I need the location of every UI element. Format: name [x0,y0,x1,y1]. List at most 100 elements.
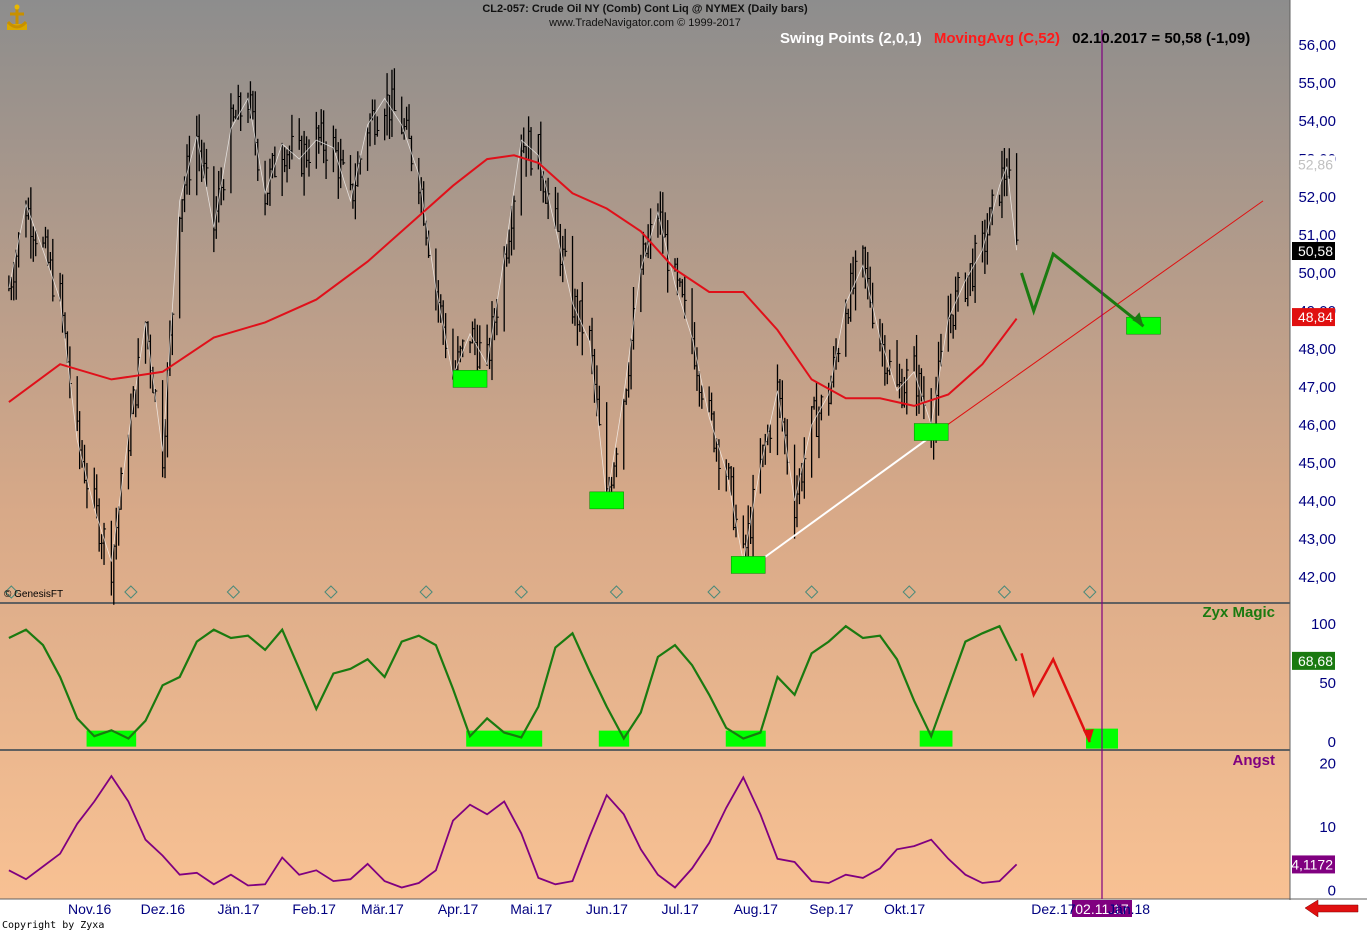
price-bar [749,506,753,545]
price-bar [527,116,531,160]
price-bar [476,324,480,377]
price-bar [440,294,443,323]
zyx-red-arrow-head [1082,729,1094,743]
price-bar [76,376,80,432]
price-bar [349,155,353,191]
price-bar [981,220,985,263]
ma-value-tag-bg [1292,308,1335,327]
price-bar [847,308,851,324]
legend-swing-points: Swing Points (2,0,1) [780,30,922,47]
price-bar [205,148,209,187]
last-price-tag: 50,58 [1292,242,1335,261]
price-bar [325,141,329,179]
angst-value-tag-text: 4,1172 [1291,856,1333,872]
price-bar [113,544,116,605]
price-bar [30,187,33,259]
roll-marker-icon [226,585,241,599]
price-bar [886,367,890,385]
price-bar [698,371,702,407]
price-bar [257,138,260,181]
price-bar [667,220,670,293]
zyx-axis-tick: 0 [1328,734,1336,751]
price-bar [305,136,309,168]
price-bar [8,275,11,292]
zyx-axis-tick: 100 [1311,616,1336,633]
price-bar [457,336,460,375]
chart-title: CL2-057: Crude Oil NY (Comb) Cont Liq @ … [482,3,808,15]
price-axis-tick: 47,00 [1298,379,1336,396]
price-bar [505,243,509,267]
last-price-tag-bg [1292,242,1335,261]
price-bar [884,335,887,386]
price-bar [283,147,287,173]
projection-arrow [1020,251,1145,328]
swing-low-box [730,556,766,574]
price-bar [386,73,390,136]
price-bar [391,69,394,137]
price-bar [420,177,424,215]
price-bar [86,462,89,509]
price-bar [610,476,614,493]
price-bar [679,277,682,287]
price-bar [488,337,492,370]
price-bar [684,276,687,319]
roll-marker-icon [997,585,1012,599]
price-bar [335,128,338,153]
price-bar [264,160,268,216]
price-axis-tick: 45,00 [1298,455,1336,472]
price-bar [710,392,714,421]
price-bar [337,142,341,199]
price-bar [13,261,16,301]
price-bar [203,142,207,179]
scroll-left-arrow-icon[interactable] [1304,899,1359,918]
price-bar [376,116,380,137]
price-bar [15,249,19,300]
price-bar [403,118,407,140]
price-bar [598,385,602,426]
price-bar [998,194,1002,207]
x-axis-label: Apr.17 [438,901,479,917]
price-bar [471,321,475,344]
price-bar [530,127,534,176]
price-bar [974,234,978,303]
price-bar [588,325,592,341]
price-bar [803,437,807,499]
price-panel [8,68,1264,605]
price-bar [10,276,14,301]
price-bar [642,231,646,275]
projection-line [930,200,1264,437]
price-bar [52,238,55,302]
price-bar [44,226,48,249]
price-axis-tick: 51,00 [1298,227,1336,244]
price-bar [252,90,255,120]
x-axis-label: Jul.17 [661,901,699,917]
price-bar [303,130,307,196]
x-axis-label: Nov.16 [68,901,112,917]
swing-low-box [452,370,488,388]
price-bar [320,109,324,146]
price-bar [427,230,431,258]
roll-marker-icon [4,585,19,599]
price-bar [393,68,397,112]
price-bar [540,121,543,191]
price-bar [615,447,619,478]
price-bar [520,134,524,216]
price-bar [462,339,465,358]
price-axis-tick: 55,00 [1298,75,1336,92]
zyx-value-tag: 68,68 [1292,651,1335,670]
price-bar [864,246,868,289]
roll-marker-icon [419,585,433,599]
swing-low-box [913,423,949,441]
price-bar [179,216,182,319]
price-axis-tick: 54,00 [1298,113,1336,130]
price-bar [322,110,326,164]
x-axis-label: Aug.17 [734,901,779,917]
angst-value-tag: 4,1172 [1291,855,1335,874]
price-bar [613,462,616,489]
price-bar [354,163,358,220]
price-bar [98,498,102,552]
marker-date-bg [1072,900,1132,917]
price-bar [135,389,138,418]
zyx-magic-line [8,624,1018,741]
aux-value-tag-bg [1292,155,1335,174]
